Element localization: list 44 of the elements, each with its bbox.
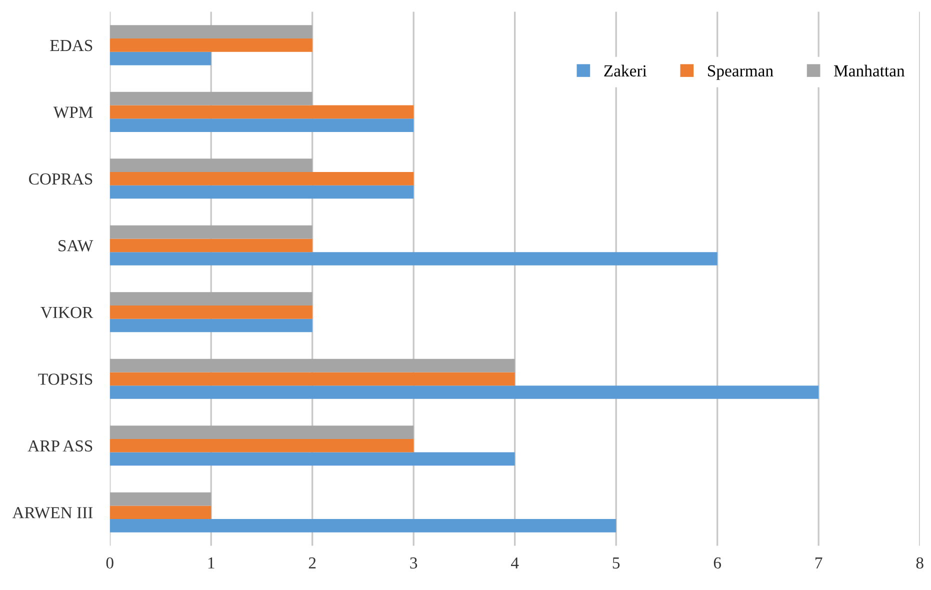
bar — [110, 372, 515, 386]
bar — [110, 52, 212, 66]
bar — [110, 158, 312, 172]
x-tick-label: 5 — [612, 558, 620, 569]
bar — [110, 318, 312, 332]
bar — [110, 252, 718, 266]
x-tick-label: 2 — [308, 557, 316, 568]
x-tick-label: 4 — [511, 557, 519, 568]
x-tick-label: 3 — [410, 557, 418, 569]
bar — [110, 438, 414, 452]
legend-label: Manhattan — [834, 64, 905, 77]
bar — [110, 185, 414, 199]
y-tick-label: ARWEN III — [12, 507, 93, 518]
y-tick-label: EDAS — [50, 40, 92, 52]
y-tick-label: ARP ASS — [28, 440, 92, 452]
y-tick-label: TOPSIS — [38, 374, 92, 385]
x-tick-label: 6 — [714, 557, 722, 569]
x-tick-label: 7 — [816, 558, 822, 568]
x-tick-label: 8 — [916, 557, 924, 569]
bar — [110, 118, 414, 132]
bar — [110, 292, 312, 306]
bar — [110, 386, 819, 399]
bar — [110, 452, 515, 466]
bar — [110, 38, 312, 52]
legend-label: Zakeri — [604, 64, 647, 77]
y-tick-label: COPRAS — [29, 173, 92, 185]
bar — [110, 492, 212, 506]
y-tick-label: WPM — [53, 106, 93, 118]
bar — [110, 105, 414, 119]
bar — [110, 225, 312, 239]
bar — [110, 25, 312, 38]
bar — [110, 519, 616, 532]
y-tick-label: VIKOR — [40, 306, 94, 318]
bar — [110, 506, 212, 520]
x-tick-label: 1 — [208, 557, 214, 568]
bar — [110, 305, 312, 319]
x-tick-label: 0 — [106, 557, 114, 569]
bar — [110, 238, 312, 252]
bar — [110, 172, 414, 186]
bar — [110, 358, 515, 372]
legend-label: Spearman — [708, 65, 774, 80]
y-tick-label: SAW — [58, 240, 94, 252]
bar — [110, 92, 312, 106]
bar — [110, 426, 414, 439]
